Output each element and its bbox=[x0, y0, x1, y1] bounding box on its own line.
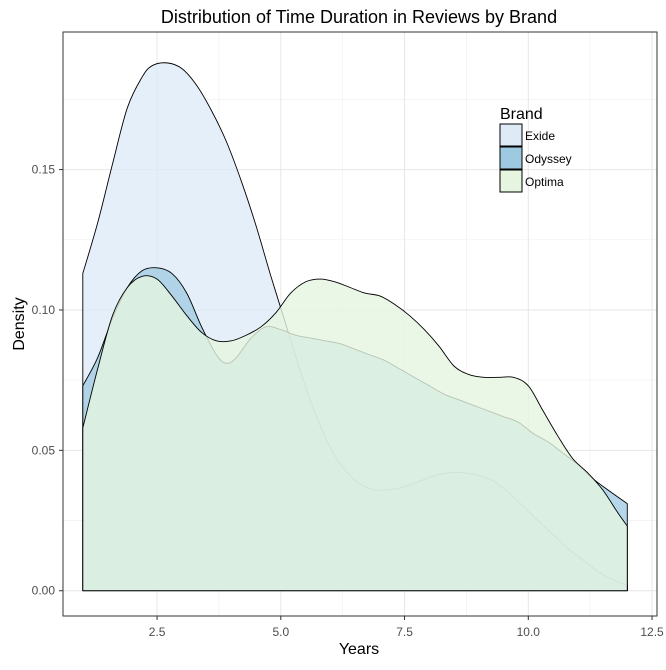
chart-title: Distribution of Time Duration in Reviews… bbox=[161, 7, 557, 27]
legend-label-exide: Exide bbox=[525, 129, 555, 143]
y-tick-label: 0.15 bbox=[32, 163, 56, 177]
y-tick-label: 0.00 bbox=[32, 584, 56, 598]
y-tick-label: 0.05 bbox=[32, 443, 56, 457]
x-tick-label: 7.5 bbox=[396, 625, 413, 639]
legend-key-odyssey bbox=[499, 146, 523, 170]
x-tick-label: 10.0 bbox=[517, 625, 541, 639]
series-layer bbox=[82, 62, 628, 592]
y-tick-label: 0.10 bbox=[32, 303, 56, 317]
legend-key-exide bbox=[499, 123, 523, 147]
x-tick-label: 2.5 bbox=[149, 625, 166, 639]
legend-items: Exide Odyssey Optima bbox=[499, 123, 572, 193]
legend-title: Brand bbox=[500, 106, 543, 123]
y-axis-label: Density bbox=[11, 297, 28, 350]
legend-label-odyssey: Odyssey bbox=[525, 152, 572, 166]
x-tick-label: 12.5 bbox=[640, 625, 664, 639]
density-area-optima bbox=[82, 275, 628, 592]
legend-label-optima: Optima bbox=[525, 175, 564, 189]
x-axis-label: Years bbox=[339, 641, 379, 658]
x-tick-label: 5.0 bbox=[272, 625, 289, 639]
plot-border bbox=[62, 31, 658, 617]
legend: Brand Exide Odyssey Optima bbox=[499, 106, 572, 193]
legend-key-optima bbox=[499, 169, 523, 193]
tick-layer: 2.5 5.0 7.5 10.0 12.5 0.00 0.05 0.10 0.15 bbox=[32, 163, 664, 639]
